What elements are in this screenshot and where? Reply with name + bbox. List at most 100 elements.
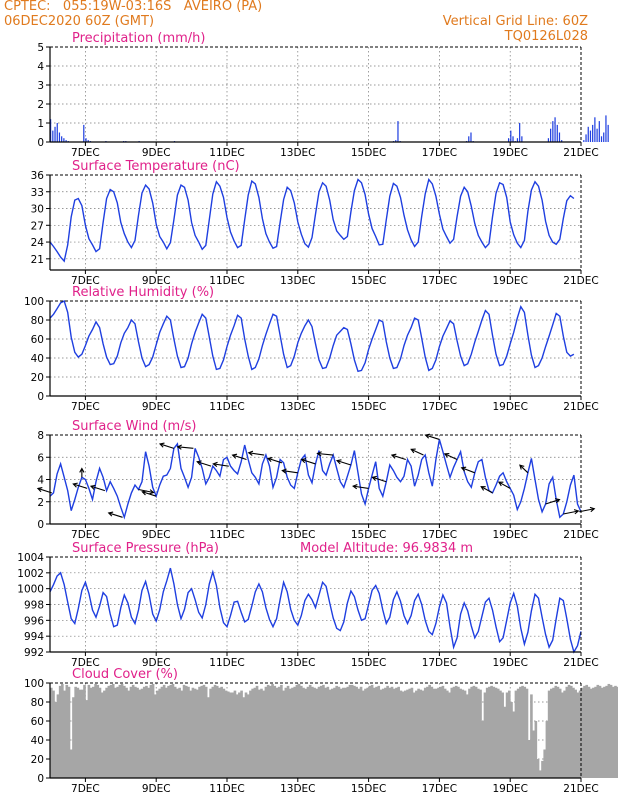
cloud-bar xyxy=(311,686,314,778)
cloud-bar xyxy=(233,690,237,778)
cloud-bar xyxy=(83,684,86,778)
cloud-bar xyxy=(364,688,367,778)
cloud-bar xyxy=(319,685,323,778)
cloud-bar xyxy=(355,686,358,778)
cloud-bar xyxy=(576,692,580,778)
cloud-bar xyxy=(260,688,263,778)
cloud-bar xyxy=(69,749,73,778)
cloud-bar xyxy=(291,687,294,778)
pressure-annotation: Model Altitude: 96.9834 m xyxy=(300,541,473,556)
precip-bar xyxy=(592,124,594,142)
cloud-bar xyxy=(193,688,197,778)
cloud-bar xyxy=(253,687,257,778)
cloud-bar xyxy=(127,690,131,778)
cloud-bar xyxy=(286,685,290,778)
cloud-bar xyxy=(408,688,412,778)
cloud-bar xyxy=(300,685,303,778)
precip-bar xyxy=(56,123,58,142)
cloud-bar xyxy=(541,760,544,778)
cloud-bar xyxy=(587,686,591,778)
pressure-ytick-label: 998 xyxy=(24,600,44,612)
cloud-bar xyxy=(404,690,407,778)
cloud-bar xyxy=(120,683,124,778)
cloud-bar xyxy=(470,686,473,778)
precip-bar xyxy=(61,136,63,142)
cloud-bar xyxy=(288,688,292,778)
cloud-bar xyxy=(401,691,405,778)
cloud-bar xyxy=(572,687,575,778)
cloud-bar xyxy=(609,684,613,778)
rh-ytick-label: 100 xyxy=(24,296,44,308)
cloud-bar xyxy=(215,685,219,778)
rh-ytick-label: 60 xyxy=(31,334,44,346)
cloud-bar xyxy=(98,687,102,778)
cloud-bar xyxy=(379,689,383,778)
cloud-bar xyxy=(282,690,285,778)
cloud-bar xyxy=(344,687,347,778)
cloud-bar xyxy=(614,685,617,778)
cloud-bar xyxy=(368,685,372,778)
cloud-bar xyxy=(72,697,75,778)
temp-xtick-label: 17DEC xyxy=(422,275,457,287)
cloud-bar xyxy=(220,686,223,778)
pressure-ytick-label: 1000 xyxy=(17,584,44,596)
cloud-bar xyxy=(50,687,53,778)
precip-bar xyxy=(470,132,472,142)
cloud-bar xyxy=(178,687,181,778)
cloud-bar xyxy=(242,697,246,778)
cloud-bar xyxy=(196,689,199,778)
cloud-bar xyxy=(167,685,170,778)
cloud-bar xyxy=(543,749,546,778)
cloud-bar xyxy=(295,684,299,778)
cloud-bar xyxy=(180,690,184,778)
wind-series-line xyxy=(49,439,582,520)
cloud-bar xyxy=(238,692,241,778)
temp-ytick-label: 36 xyxy=(31,170,45,182)
precip-bar xyxy=(605,115,607,142)
pressure-title: Surface Pressure (hPa) xyxy=(72,541,219,556)
cloud-bar xyxy=(581,687,584,778)
cloud-bar xyxy=(412,692,416,778)
cloud-bar xyxy=(264,686,268,778)
rh-xtick-label: 19DEC xyxy=(492,401,527,413)
precip-xtick-label: 9DEC xyxy=(142,147,171,159)
temp-ytick-label: 24 xyxy=(31,237,45,249)
wind-arrow xyxy=(300,458,316,465)
temp-xtick-label: 13DEC xyxy=(280,275,315,287)
pressure-ytick-label: 996 xyxy=(24,615,44,627)
precip-bar xyxy=(550,128,552,142)
cloud-bar xyxy=(118,684,122,778)
precip-bar xyxy=(87,140,89,142)
cloud-bar xyxy=(63,690,66,778)
cloud-bar xyxy=(198,686,201,778)
pressure-xtick-label: 9DEC xyxy=(142,657,171,669)
cloud-bar xyxy=(61,683,64,778)
cloud-bar xyxy=(280,684,283,778)
cloud-bar xyxy=(100,692,104,778)
cloud-bar xyxy=(417,688,420,778)
cloud-bar xyxy=(381,688,385,778)
cloud-bar xyxy=(162,684,166,778)
precip-bar xyxy=(507,138,510,142)
cloud-bar xyxy=(527,740,531,778)
cloud-bar xyxy=(485,687,489,778)
precip-bar xyxy=(589,130,592,142)
cloud-bar xyxy=(273,685,277,778)
cloud-bar xyxy=(171,683,175,778)
cloud-bar xyxy=(348,684,352,778)
precip-bar xyxy=(52,130,54,142)
cloud-bar xyxy=(607,683,611,778)
wind-arrow xyxy=(79,467,85,478)
precip-xtick-label: 11DEC xyxy=(209,147,244,159)
cloud-bar xyxy=(187,686,190,778)
cloud-bar xyxy=(52,690,55,778)
cloud-bar xyxy=(297,683,301,778)
cloud-bar xyxy=(496,688,500,778)
cloud-bar xyxy=(375,686,378,778)
cloud-bar xyxy=(85,700,89,778)
cloud-ytick-label: 20 xyxy=(31,754,44,766)
cloud-bar xyxy=(516,688,520,778)
precip-bar xyxy=(594,117,596,142)
cloud-bar xyxy=(222,688,226,778)
precip-bar xyxy=(603,132,605,142)
